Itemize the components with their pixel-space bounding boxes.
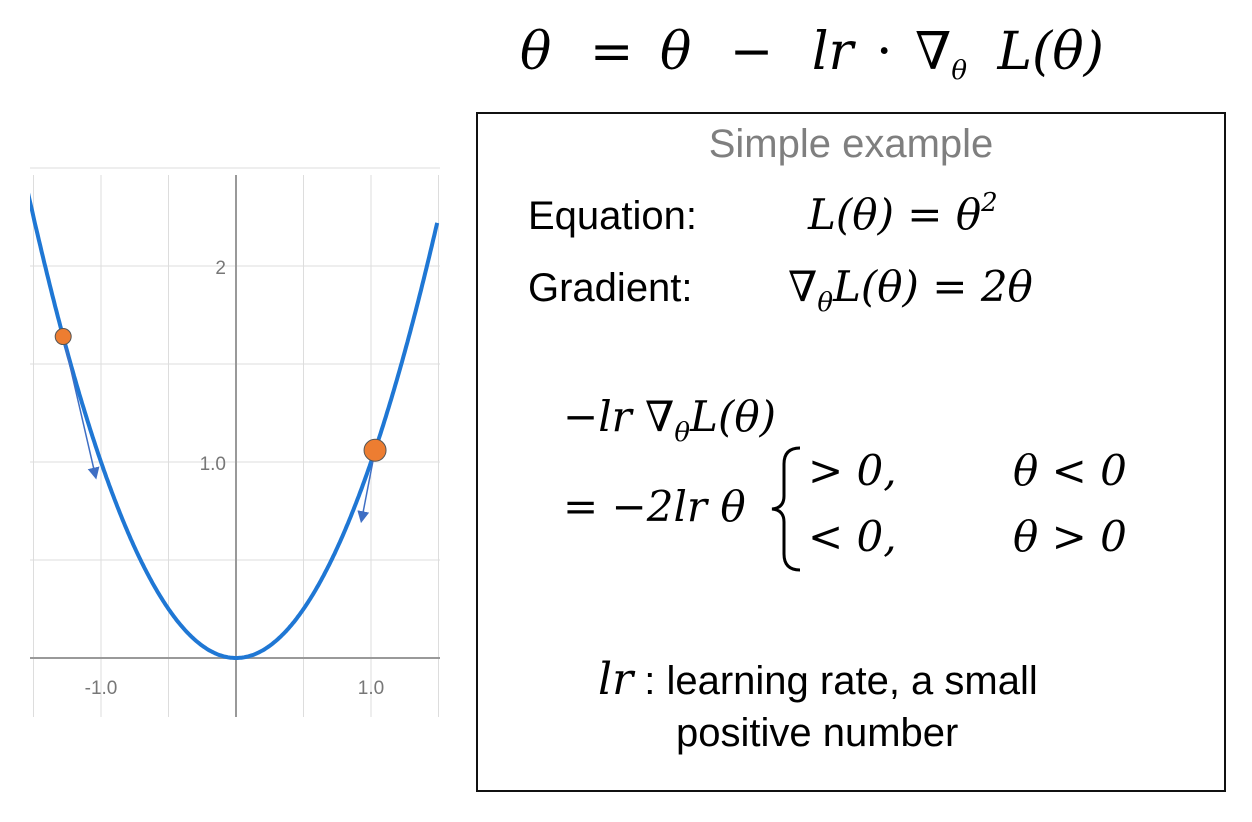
gradient-formula: ∇θL(θ) = 2θ [788, 262, 1033, 318]
gradient-arrow [62, 336, 100, 480]
box-title: Simple example [708, 122, 994, 166]
sample-point [54, 328, 72, 346]
loss-curve [30, 192, 440, 660]
equation-formula: L(θ) = θ2 [808, 188, 998, 239]
lr-description-line1: : learning rate, a small [633, 659, 1038, 703]
y-tick-label-2: 2 [215, 258, 226, 279]
lr-symbol: lr [598, 654, 634, 705]
update-rule-formula: θ = θ − lr · ∇θ L(θ) [520, 22, 1104, 86]
gradient-arrow [357, 450, 376, 524]
case2-value: < 0, [808, 512, 897, 561]
case1-value: > 0, [808, 446, 897, 495]
minus-sign: − [729, 22, 774, 82]
update-prefix: −lr ∇ [563, 392, 675, 441]
case1-condition: θ < 0 [1013, 446, 1127, 495]
learning-rate-note: lr : learning rate, a small positive num… [598, 654, 1038, 759]
update-term: −lr ∇θL(θ) [563, 392, 776, 448]
parabola-plot: -1.0 1.0 2 1.0 [30, 167, 440, 717]
update-product: = −2lr θ [563, 482, 746, 531]
loss-function: L(θ) [997, 22, 1104, 82]
equation-label: Equation: [528, 194, 698, 238]
cases-brace [771, 446, 801, 572]
x-tick-label-pos: 1.0 [358, 678, 384, 699]
simple-example-box: Simple example Equation: L(θ) = θ2 Gradi… [476, 112, 1226, 792]
theta-left: θ [520, 22, 552, 82]
dot-operator: · [875, 22, 893, 82]
x-tick-label-neg: -1.0 [85, 678, 118, 699]
gradient-nabla: ∇ [788, 262, 818, 311]
case2-condition: θ > 0 [1013, 512, 1127, 561]
y-tick-label-1: 1.0 [200, 454, 226, 475]
lr-description-line2: positive number [676, 711, 959, 755]
gradient-subscript: θ [817, 288, 833, 318]
sample-points [54, 328, 387, 462]
equation-lhs: L(θ) = θ [808, 190, 982, 239]
update-suffix: L(θ) [690, 392, 776, 441]
nabla-symbol: ∇ [915, 22, 952, 82]
theta-right: θ [659, 22, 692, 82]
learning-rate-symbol: lr [811, 22, 854, 82]
sample-point [363, 438, 387, 462]
equals-sign: = [589, 22, 634, 82]
gradient-arrows [62, 336, 376, 524]
update-subscript: θ [674, 418, 691, 448]
gradient-label: Gradient: [528, 266, 693, 310]
equation-exponent: 2 [981, 188, 998, 218]
gradient-rhs: L(θ) = 2θ [832, 262, 1033, 311]
nabla-subscript: θ [951, 56, 967, 86]
